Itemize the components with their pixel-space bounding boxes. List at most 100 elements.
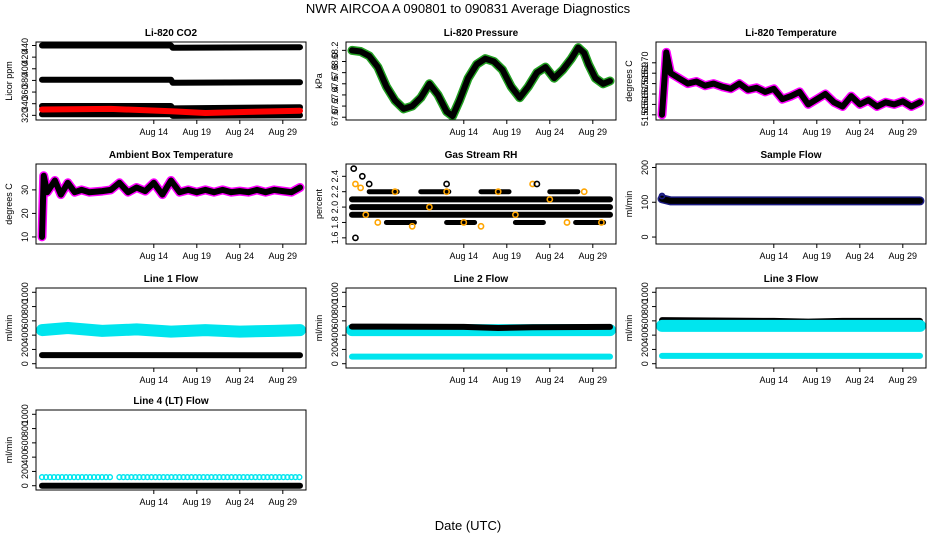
x-tick-label: Aug 29 xyxy=(889,127,918,137)
x-tick-label: Aug 19 xyxy=(183,497,212,507)
y-tick-label: 400 xyxy=(20,328,30,343)
chart-title: Line 1 Flow xyxy=(144,274,199,285)
y-axis-label: ml/min xyxy=(314,315,324,342)
data-point xyxy=(240,474,247,481)
data-point xyxy=(350,165,358,173)
x-tick-label: Aug 14 xyxy=(450,251,479,261)
x-tick-label: Aug 24 xyxy=(536,251,565,261)
data-point xyxy=(425,203,433,211)
data-point xyxy=(256,474,263,481)
plot-frame xyxy=(655,41,927,121)
y-tick-label: 51.67 xyxy=(640,83,650,106)
data-point xyxy=(296,474,303,481)
data-point xyxy=(94,474,102,481)
y-tick-label: 68.2 xyxy=(330,42,340,60)
data-point xyxy=(408,222,416,230)
y-tick-label: 0 xyxy=(640,361,650,366)
plot-frame xyxy=(35,287,307,369)
plot-frame xyxy=(345,287,617,369)
x-tick-label: Aug 24 xyxy=(846,251,875,261)
y-tick-label: 200 xyxy=(20,464,30,479)
y-tick-label: 0 xyxy=(330,361,340,366)
x-tick-label: Aug 19 xyxy=(803,375,832,385)
chart-title: Ambient Box Temperature xyxy=(109,150,234,161)
series-line xyxy=(349,44,613,120)
y-tick-label: 320 xyxy=(20,108,30,123)
data-point xyxy=(460,219,468,226)
chart-panel: Li-820 CO2 Licor ppm 320340360380400420440… xyxy=(4,28,307,137)
y-tick-label: 400 xyxy=(640,328,650,343)
data-point xyxy=(220,474,227,481)
data-layer xyxy=(347,43,615,120)
y-tick-label: 51.69 xyxy=(640,62,650,85)
data-point xyxy=(200,474,207,481)
x-tick-label: Aug 14 xyxy=(450,375,479,385)
data-point xyxy=(208,474,215,481)
y-tick-label: 200 xyxy=(330,342,340,357)
plot-frame xyxy=(655,287,927,369)
data-point xyxy=(102,474,110,481)
data-point xyxy=(260,474,267,481)
data-point xyxy=(288,474,295,481)
x-tick-label: Aug 14 xyxy=(140,375,169,385)
x-tick-label: Aug 29 xyxy=(579,251,608,261)
y-tick-label: 800 xyxy=(20,299,30,314)
plot-frame xyxy=(35,409,307,491)
y-tick-label: 1.6 xyxy=(330,232,340,245)
data-point xyxy=(42,474,50,481)
x-tick-label: Aug 14 xyxy=(760,127,789,137)
chart-title: Line 4 (LT) Flow xyxy=(133,396,209,407)
y-tick-label: 400 xyxy=(20,450,30,465)
y-tick-label: 380 xyxy=(20,73,30,88)
y-tick-label: 400 xyxy=(330,328,340,343)
data-point xyxy=(106,474,114,481)
series-line xyxy=(659,49,923,118)
x-tick-label: Aug 24 xyxy=(536,127,565,137)
chart-title: Sample Flow xyxy=(760,150,821,161)
chart-panel: Ambient Box Temperature degrees C 10 20 30 Au… xyxy=(4,150,307,261)
y-axis-label: kPa xyxy=(314,73,324,89)
y-tick-label: 68.0 xyxy=(330,53,340,71)
chart-title: Li-820 Temperature xyxy=(745,28,837,39)
data-layer xyxy=(36,322,306,359)
y-tick-label: 0 xyxy=(20,483,30,488)
data-layer xyxy=(349,165,613,242)
data-point xyxy=(284,474,291,481)
data-point xyxy=(252,474,259,481)
x-tick-label: Aug 24 xyxy=(226,497,255,507)
data-layer xyxy=(346,323,616,360)
chart-panel: Sample Flow ml/min 0 100 200 Aug 14 Aug 19 Aug … xyxy=(624,150,927,261)
data-point xyxy=(658,192,666,200)
data-point xyxy=(180,474,187,481)
data-point xyxy=(38,474,46,481)
data-point xyxy=(116,474,123,481)
y-axis-label: Licor ppm xyxy=(4,61,14,101)
data-point xyxy=(212,474,219,481)
y-tick-label: 800 xyxy=(20,421,30,436)
y-tick-label: 100 xyxy=(640,195,650,210)
x-tick-label: Aug 24 xyxy=(226,127,255,137)
y-tick-label: 440 xyxy=(20,38,30,53)
x-tick-label: Aug 29 xyxy=(269,127,298,137)
data-point xyxy=(391,188,399,196)
data-layer xyxy=(657,47,925,120)
data-point xyxy=(148,474,155,481)
y-tick-label: 2.0 xyxy=(330,201,340,214)
data-point xyxy=(196,474,203,481)
data-point xyxy=(358,172,366,180)
y-tick-label: 1000 xyxy=(20,282,30,302)
y-tick-label: 2.4 xyxy=(330,170,340,183)
y-tick-label: 1.8 xyxy=(330,216,340,229)
data-point xyxy=(443,180,450,188)
data-point xyxy=(533,180,541,188)
data-point xyxy=(529,180,536,188)
data-point xyxy=(272,474,279,481)
y-tick-label: 600 xyxy=(330,313,340,328)
plot-frame xyxy=(345,41,617,121)
x-tick-label: Aug 29 xyxy=(269,251,298,261)
data-point xyxy=(152,474,159,481)
data-point xyxy=(136,474,143,481)
x-tick-label: Aug 19 xyxy=(493,127,522,137)
